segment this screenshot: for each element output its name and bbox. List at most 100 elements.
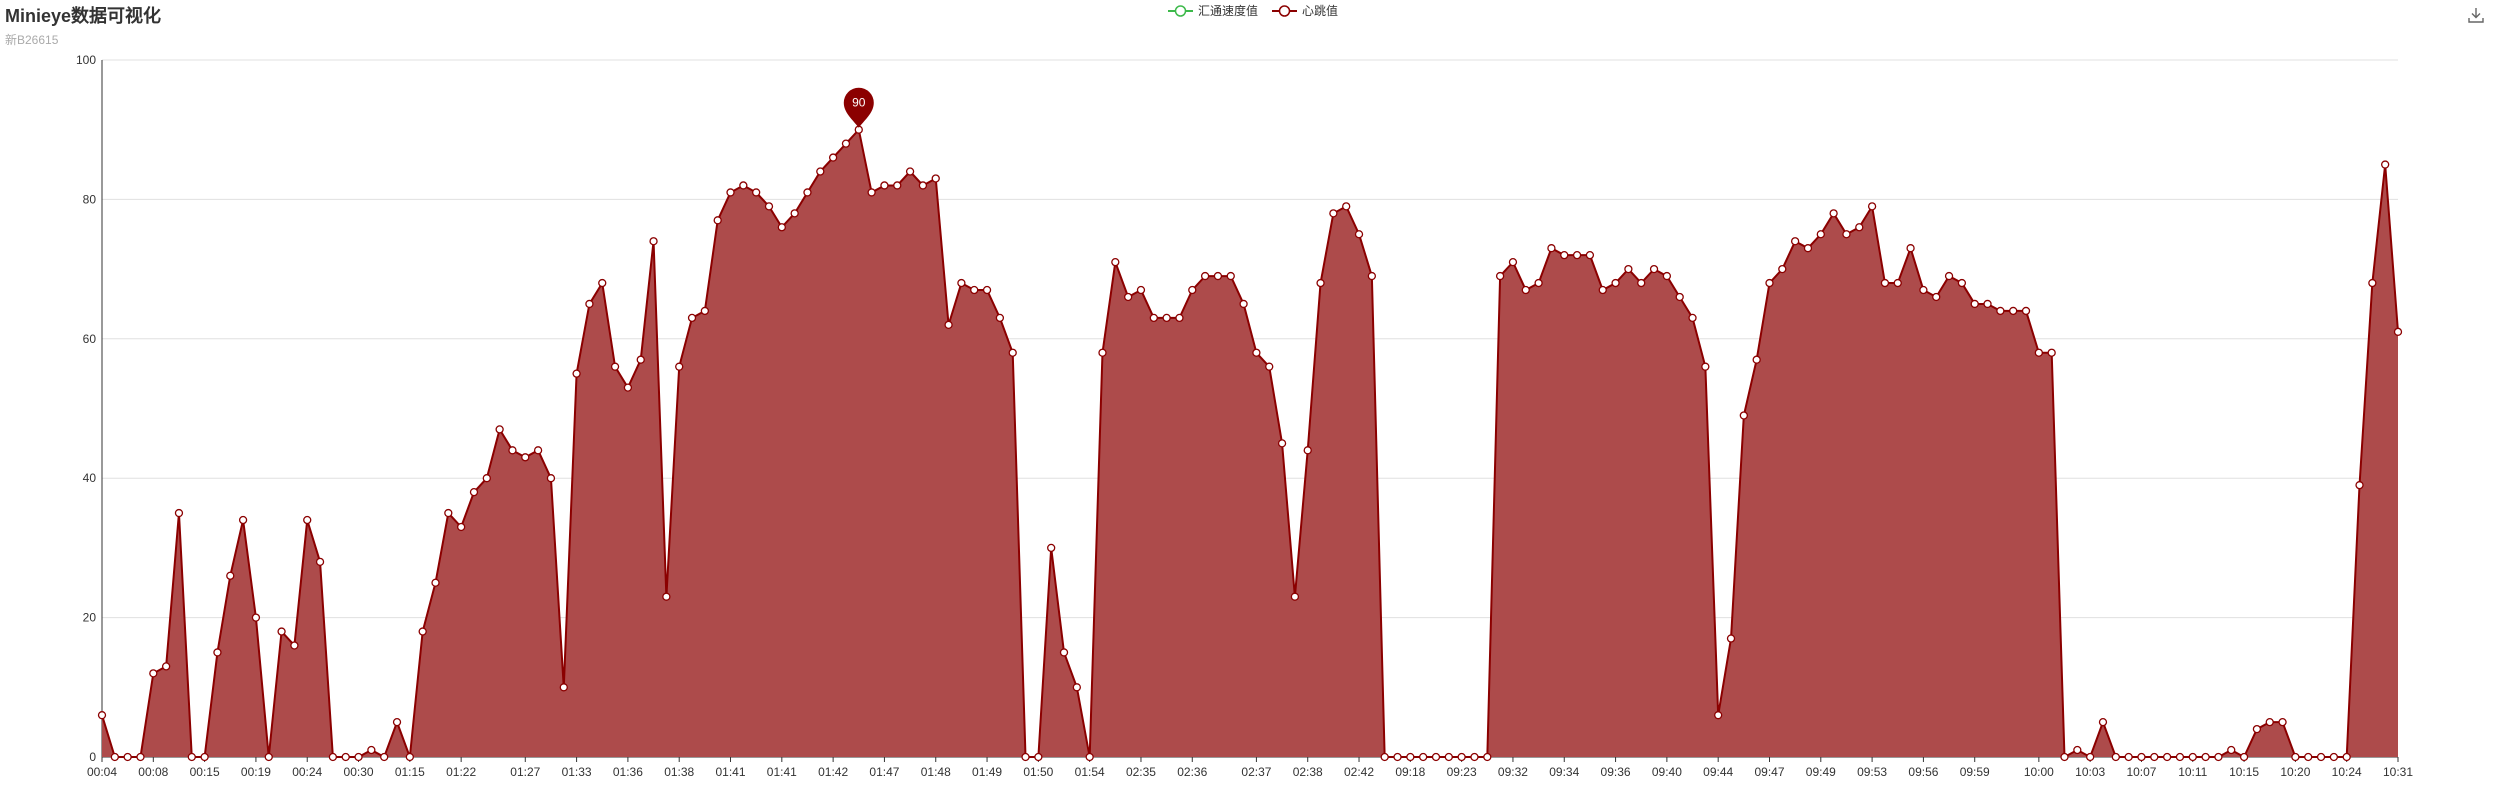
x-tick-label: 01:33 bbox=[562, 765, 592, 779]
data-point bbox=[1778, 264, 1787, 274]
data-point bbox=[431, 578, 440, 587]
data-point bbox=[1021, 752, 1030, 762]
data-point bbox=[1983, 299, 1992, 309]
data-point bbox=[2381, 160, 2390, 169]
data-point bbox=[1855, 223, 1864, 232]
data-point bbox=[1842, 230, 1851, 239]
x-tick-label: 01:49 bbox=[972, 765, 1002, 779]
data-point bbox=[1957, 278, 1967, 288]
data-point bbox=[1380, 752, 1389, 762]
x-tick-label: 00:24 bbox=[292, 765, 322, 779]
x-tick-label: 01:41 bbox=[767, 765, 797, 779]
data-point bbox=[1701, 362, 1710, 371]
y-tick-label: 20 bbox=[83, 611, 97, 625]
legend-label-heartbeat: 心跳值 bbox=[1302, 4, 1339, 18]
data-point bbox=[1880, 278, 1890, 288]
data-point bbox=[2009, 306, 2018, 316]
chart-subtitle: 新B26615 bbox=[5, 33, 59, 47]
data-point bbox=[1111, 257, 1120, 267]
data-point bbox=[1944, 271, 1954, 281]
data-point bbox=[675, 362, 684, 371]
data-point bbox=[1419, 752, 1428, 762]
data-point bbox=[1611, 278, 1620, 288]
chart-title: Minieye数据可视化 bbox=[5, 6, 162, 26]
x-tick-label: 00:08 bbox=[138, 765, 168, 779]
data-point bbox=[995, 313, 1005, 323]
data-point bbox=[1316, 278, 1325, 288]
data-point bbox=[1816, 230, 1825, 239]
data-point bbox=[1226, 271, 1235, 281]
data-point bbox=[572, 369, 581, 378]
data-point bbox=[1265, 362, 1274, 371]
data-point bbox=[1162, 313, 1171, 323]
data-point bbox=[1521, 285, 1530, 295]
data-point bbox=[662, 592, 671, 601]
data-point bbox=[1200, 271, 1210, 281]
data-point bbox=[1803, 244, 1813, 253]
x-tick-label: 01:15 bbox=[395, 765, 425, 779]
data-point bbox=[444, 508, 453, 518]
data-point bbox=[367, 745, 376, 755]
data-point bbox=[1906, 244, 1915, 253]
x-tick-label: 01:47 bbox=[869, 765, 899, 779]
x-tick-label: 01:22 bbox=[446, 765, 476, 779]
data-point bbox=[2124, 752, 2133, 762]
data-point bbox=[1829, 209, 1838, 218]
data-point bbox=[482, 474, 491, 483]
mark-pin-shape bbox=[843, 87, 874, 128]
data-point bbox=[1508, 257, 1518, 267]
data-point bbox=[598, 278, 607, 288]
data-point bbox=[469, 487, 479, 497]
data-point bbox=[2021, 306, 2031, 316]
data-point bbox=[739, 181, 748, 190]
x-tick-label: 09:23 bbox=[1447, 765, 1477, 779]
data-point bbox=[1637, 278, 1646, 288]
data-point bbox=[2265, 718, 2274, 727]
data-point bbox=[110, 752, 119, 762]
data-point bbox=[1072, 683, 1081, 692]
download-icon[interactable] bbox=[2467, 6, 2485, 24]
data-point bbox=[1688, 313, 1697, 323]
data-point bbox=[1124, 292, 1133, 302]
data-point bbox=[290, 641, 299, 650]
data-point bbox=[187, 752, 196, 762]
data-point bbox=[1290, 592, 1300, 601]
data-point bbox=[585, 299, 594, 309]
x-tick-label: 10:31 bbox=[2383, 765, 2413, 779]
data-point bbox=[123, 752, 132, 762]
x-tick-label: 02:36 bbox=[1177, 765, 1207, 779]
data-point bbox=[1188, 285, 1197, 295]
data-point bbox=[2239, 752, 2249, 762]
mark-point-label: 90 bbox=[852, 96, 866, 110]
x-tick-label: 10:07 bbox=[2126, 765, 2156, 779]
data-point bbox=[456, 522, 466, 532]
data-point bbox=[2150, 752, 2159, 762]
x-tick-label: 09:34 bbox=[1549, 765, 1579, 779]
data-point bbox=[777, 223, 786, 232]
data-point bbox=[1598, 285, 1607, 295]
data-point bbox=[803, 188, 812, 197]
data-point bbox=[495, 425, 504, 434]
data-point bbox=[700, 306, 710, 316]
legend-item-heartbeat[interactable]: 心跳值 bbox=[1272, 2, 1338, 19]
data-point bbox=[1624, 264, 1633, 274]
x-tick-label: 09:47 bbox=[1754, 765, 1784, 779]
data-point bbox=[970, 285, 979, 295]
data-point bbox=[533, 446, 543, 455]
data-point bbox=[2060, 752, 2069, 762]
mark-point-max: 90 bbox=[843, 87, 874, 128]
data-point bbox=[328, 752, 338, 762]
x-tick-label: 00:15 bbox=[190, 765, 220, 779]
data-point bbox=[1560, 251, 1569, 260]
data-point bbox=[2304, 752, 2313, 762]
data-point bbox=[1008, 348, 1017, 357]
data-point bbox=[1534, 278, 1543, 288]
x-tick-label: 09:53 bbox=[1857, 765, 1887, 779]
data-point bbox=[1932, 292, 1941, 302]
data-point bbox=[1329, 209, 1338, 218]
x-tick-label: 01:27 bbox=[510, 765, 540, 779]
legend-item-speed[interactable]: 汇通速度值 bbox=[1168, 2, 1258, 19]
data-point bbox=[226, 571, 235, 580]
y-tick-label: 60 bbox=[83, 332, 97, 346]
x-tick-label: 09:32 bbox=[1498, 765, 1528, 779]
